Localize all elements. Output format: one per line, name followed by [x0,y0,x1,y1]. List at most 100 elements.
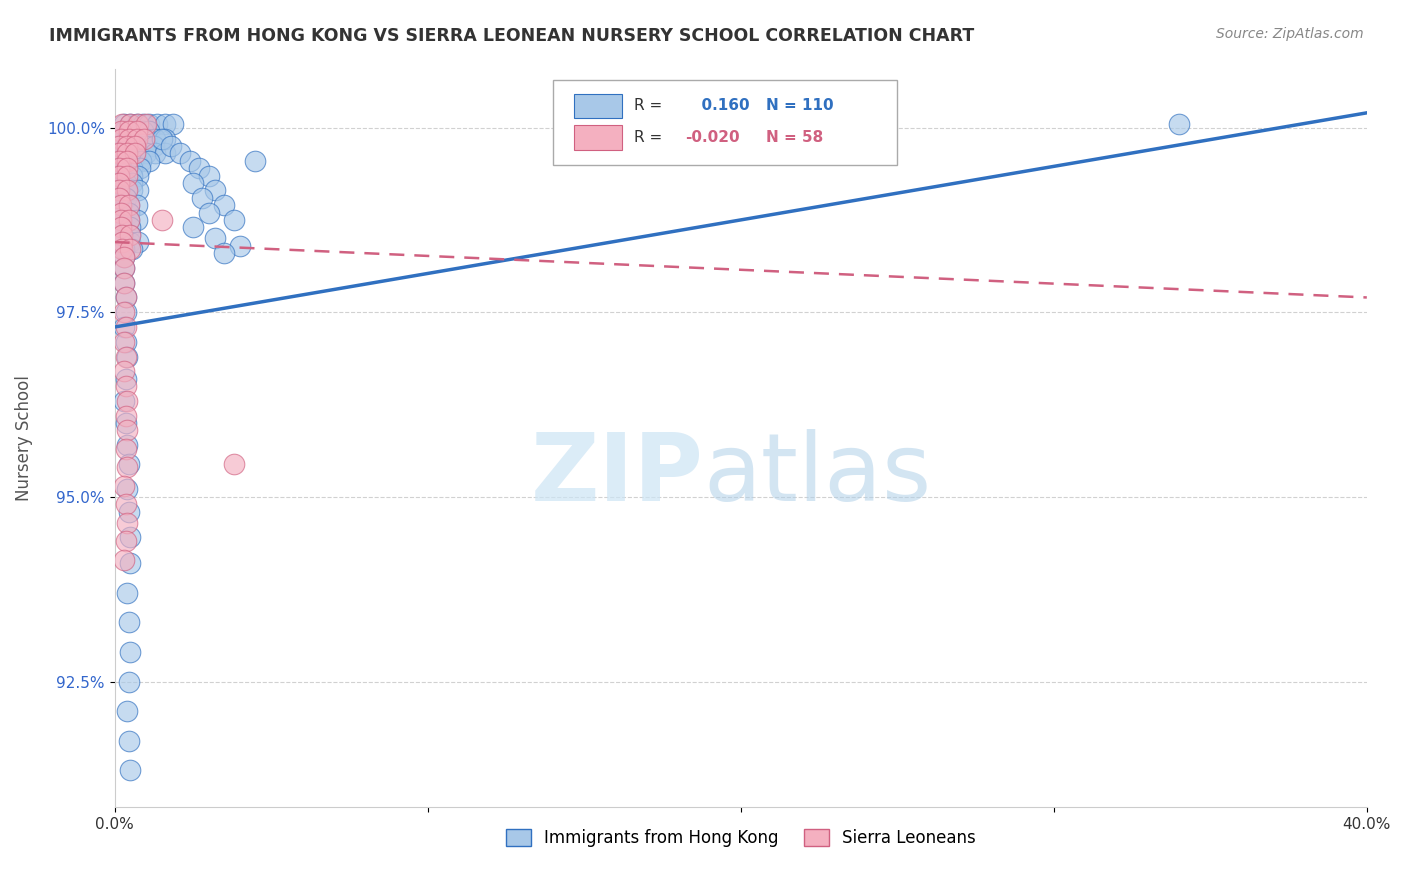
Point [120,235,142,249]
Point [118,124,141,138]
Point [204,231,226,245]
Point [120,531,142,545]
Point [112,479,135,493]
Point [114,169,136,183]
Text: 0.160: 0.160 [690,98,749,113]
Point [162,117,184,131]
Text: atlas: atlas [703,429,931,521]
FancyBboxPatch shape [553,79,897,164]
Point [114,146,136,161]
Point [191,191,214,205]
Point [110,131,132,145]
Point [108,169,131,183]
Point [114,139,136,153]
Point [115,139,138,153]
Point [124,146,146,161]
Point [129,153,152,168]
Point [108,153,131,168]
Point [115,393,138,408]
Point [108,183,131,197]
Point [115,131,138,145]
Point [127,117,149,131]
Point [125,117,148,131]
Point [135,139,157,153]
Point [114,290,136,304]
Point [110,198,132,212]
Point [111,235,134,249]
Point [111,227,134,242]
Point [127,169,149,183]
Point [108,161,131,176]
Point [112,260,135,275]
Point [114,176,136,190]
Point [118,457,141,471]
Point [120,117,142,131]
Point [120,243,142,257]
Point [181,220,204,235]
Point [112,276,135,290]
Point [121,243,143,257]
Point [112,305,135,319]
Point [245,153,267,168]
Point [111,117,134,131]
Point [114,379,136,393]
Point [108,139,131,153]
Point [108,176,131,190]
Point [110,131,132,145]
Point [1168,117,1191,131]
Point [115,146,138,161]
Point [127,146,149,161]
Point [128,161,150,176]
Point [110,213,132,227]
Point [114,290,136,304]
Point [128,131,150,145]
Text: IMMIGRANTS FROM HONG KONG VS SIERRA LEONEAN NURSERY SCHOOL CORRELATION CHART: IMMIGRANTS FROM HONG KONG VS SIERRA LEON… [49,27,974,45]
Bar [574,94,621,118]
Point [153,131,176,145]
Point [160,139,183,153]
Point [120,117,142,131]
Point [120,227,142,242]
Point [138,124,160,138]
Point [188,161,211,176]
Point [108,146,131,161]
Point [118,505,141,519]
Point [118,198,141,212]
Point [122,153,145,168]
Point [114,409,136,423]
Point [212,246,235,260]
Point [153,146,176,161]
Point [108,139,131,153]
Point [112,243,135,257]
Point [121,176,143,190]
Point [112,276,135,290]
Point [121,146,143,161]
Point [114,497,136,511]
Point [132,124,155,138]
Point [169,146,191,161]
Point [112,260,135,275]
Point [222,457,245,471]
Point [115,161,138,176]
Text: Source: ZipAtlas.com: Source: ZipAtlas.com [1216,27,1364,41]
Point [127,139,149,153]
Point [204,183,226,197]
Point [135,146,157,161]
Point [110,205,132,219]
Point [118,205,141,219]
Point [181,176,204,190]
Point [108,176,131,190]
Text: R =: R = [634,130,662,145]
Point [114,183,136,197]
Point [136,131,159,145]
Point [125,131,148,145]
Point [110,124,132,138]
Point [132,117,155,131]
Point [108,191,131,205]
Point [112,320,135,334]
Point [114,350,136,364]
Point [122,131,145,145]
Point [138,153,160,168]
Point [153,117,176,131]
Point [114,334,136,349]
